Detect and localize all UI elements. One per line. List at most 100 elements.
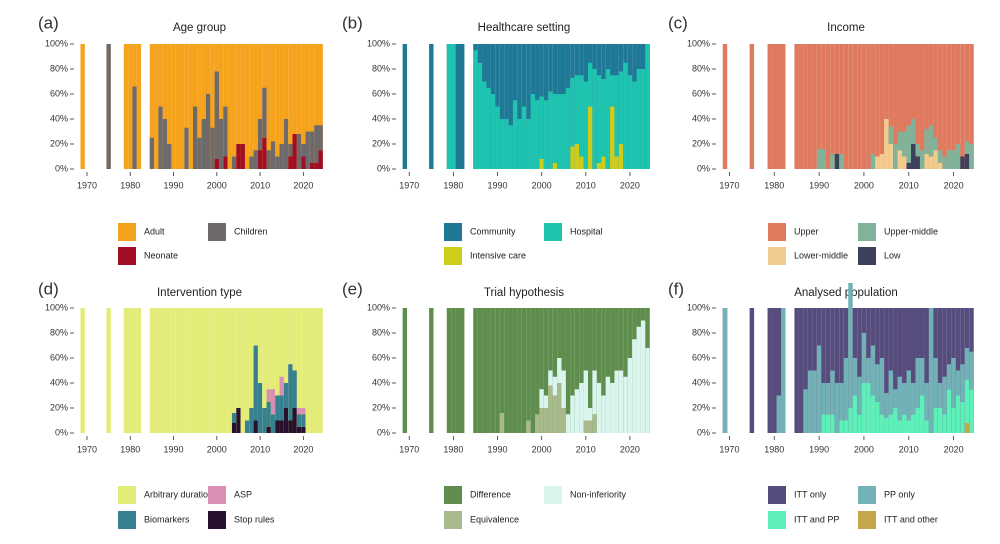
bar-upper [888,44,894,169]
bar-itt-only [902,308,907,433]
bar-itt-only [749,308,755,433]
legend-item: Adult [118,223,165,241]
bar-non-inferiority [623,376,628,433]
y-tick-label: 100% [45,302,68,312]
bar-upper [857,44,862,169]
bar-biomarkers [283,383,289,408]
bar-biomarkers [266,401,271,427]
bar-biomarkers [279,395,284,421]
bar-arbitrary-durations [257,308,263,433]
x-tick-label: 1990 [164,180,184,190]
legend-item: Community [444,223,516,241]
bar-adult [318,44,323,169]
bar-hospital [517,119,522,169]
bar-difference [552,308,558,433]
bar-non-inferiority [645,348,650,433]
legend-swatch [768,511,786,529]
panel-tag: (c) [668,13,688,32]
bar-arbitrary-durations [123,308,129,433]
bar-non-inferiority [561,370,566,408]
y-tick-label: 100% [367,302,390,312]
bar-hospital [614,75,619,157]
bar-arbitrary-durations [162,308,168,433]
bar-arbitrary-durations [201,308,206,433]
bar-lower-middle [928,156,934,169]
bar-intensive-care [614,156,619,169]
bar-neonate [214,159,219,169]
legend-swatch [858,223,876,241]
bar-low [964,154,970,169]
bar-hospital [618,71,624,144]
bar-community [508,44,513,169]
bar-itt-only [776,308,781,433]
bar-itt-and-pp [951,408,956,433]
bar-itt-and-pp [964,379,970,423]
x-tick-label: 2020 [293,444,313,454]
bar-upper-middle [839,154,844,169]
panel-tag: (b) [342,13,363,32]
y-tick-label: 40% [372,113,390,123]
y-tick-label: 100% [687,38,710,48]
bar-hospital [583,81,588,169]
bar-adult [218,44,224,169]
legend-item: Neonate [118,247,178,265]
bar-pp-only [866,358,871,383]
x-tick-label: 2000 [532,444,552,454]
panel-e: (e) Trial hypothesis 0% 20% 40% 60% 80% 100% 197… [342,279,650,529]
bar-hospital [504,119,509,169]
x-tick-label: 1970 [719,180,739,190]
bar-equivalence [526,420,531,433]
bar-upper [884,44,889,169]
bar-low [915,156,920,169]
bar-itt-and-pp [902,414,907,433]
legend-item: Lower-middle [768,247,848,265]
bar-arbitrary-durations [214,308,219,433]
bar-hospital [632,81,637,169]
bar-pp-only [852,358,858,396]
bar-children [279,144,284,169]
bar-community [499,44,505,169]
bar-itt-only [897,308,903,433]
bar-difference [455,308,460,433]
bar-arbitrary-durations [301,308,306,433]
bar-neonate [301,156,306,169]
legend-swatch [858,486,876,504]
bar-difference [610,308,615,433]
bar-arbitrary-durations [180,308,185,433]
bar-difference [596,308,602,433]
bar-pp-only [937,383,943,408]
x-tick-label: 1990 [809,180,829,190]
bar-hospital [645,44,650,169]
legend-item: Arbitrary durations [118,486,218,504]
bar-adult [201,44,206,169]
legend-item: PP only [858,486,915,504]
bar-arbitrary-durations [205,308,211,433]
bar-stop-rules [279,420,284,433]
bar-arbitrary-durations [275,308,280,433]
bar-itt-and-pp [942,414,947,433]
bar-upper [942,44,947,169]
bar-upper-middle [964,141,970,154]
bar-adult [188,44,194,169]
panel-a: (a) Age group 0% 20% 40% 60% 80% 100% 1970 1980 19… [38,13,323,265]
x-tick-label: 1980 [443,180,463,190]
legend-swatch [768,223,786,241]
bar-hospital [557,94,562,169]
x-tick-label: 2010 [250,180,270,190]
legend-label: Stop rules [234,514,275,524]
bar-arbitrary-durations [244,308,250,433]
bar-adult [283,44,289,169]
bar-pp-only [803,389,808,433]
bar-neonate [292,134,297,169]
bar-upper-middle [937,150,943,163]
bar-arbitrary-durations [231,308,237,433]
y-tick-label: 20% [50,138,68,148]
bar-arbitrary-durations [136,308,142,433]
bar-non-inferiority [539,389,544,408]
bar-difference [570,308,575,433]
legend-label: Non-inferiority [570,489,627,499]
bar-adult [162,44,168,169]
bar-itt-only [834,308,840,433]
bar-adult [171,44,176,169]
bar-upper [834,44,840,169]
